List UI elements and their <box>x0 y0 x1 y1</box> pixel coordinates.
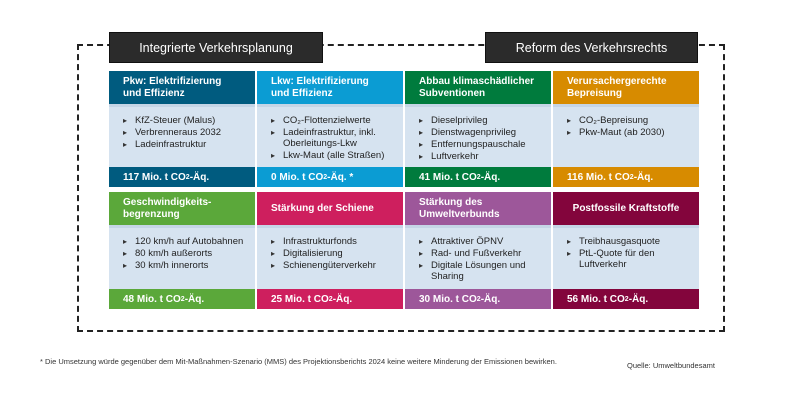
measure-list: CO₂-Bepreisung Pkw-Maut (ab 2030) <box>567 115 689 138</box>
list-item: Entfernungspauschale <box>419 139 541 150</box>
card-title: Stärkung des Umweltverbunds <box>405 192 551 225</box>
list-item: Digitalisierung <box>271 248 393 259</box>
list-item: Ladeinfrastruktur, inkl. Oberleitungs-Lk… <box>271 127 393 149</box>
list-item: Attraktiver ÖPNV <box>419 236 541 247</box>
card-bepreisung: Verursachergerechte Bepreisung CO₂-Bepre… <box>553 71 699 187</box>
list-item: Lkw-Maut (alle Straßen) <box>271 150 393 161</box>
group-header-reform-verkehrsrecht: Reform des Verkehrsrechts <box>485 32 698 63</box>
measure-list: Dieselprivileg Dienstwagenprivileg Entfe… <box>419 115 541 162</box>
list-item: Infrastrukturfonds <box>271 236 393 247</box>
card-subventionen: Abbau klimaschädlicher Subventionen Dies… <box>405 71 551 187</box>
footnote: * Die Umsetzung würde gegenüber dem Mit-… <box>40 357 557 366</box>
card-postfossil: Postfossile Kraftstoffe Treibhausgasquot… <box>553 192 699 309</box>
card-title: Abbau klimaschädlicher Subventionen <box>405 71 551 104</box>
card-value: 25 Mio. t CO 2 -Äq. <box>257 289 403 309</box>
card-schiene: Stärkung der Schiene Infrastrukturfonds … <box>257 192 403 309</box>
list-item: CO₂-Bepreisung <box>567 115 689 126</box>
card-body: Attraktiver ÖPNV Rad- und Fußverkehr Dig… <box>405 225 551 289</box>
list-item: Dienstwagenprivileg <box>419 127 541 138</box>
list-item: Pkw-Maut (ab 2030) <box>567 127 689 138</box>
list-item: Treibhausgasquote <box>567 236 689 247</box>
card-umweltverbund: Stärkung des Umweltverbunds Attraktiver … <box>405 192 551 309</box>
card-value: 116 Mio. t CO 2 -Äq. <box>553 167 699 187</box>
measure-list: 120 km/h auf Autobahnen 80 km/h außerort… <box>123 236 245 271</box>
list-item: CO₂-Flottenzielwerte <box>271 115 393 126</box>
card-title: Stärkung der Schiene <box>257 192 403 225</box>
card-title: Geschwindigkeits-begrenzung <box>109 192 255 225</box>
card-value: 30 Mio. t CO 2 -Äq. <box>405 289 551 309</box>
card-lkw: Lkw: Elektrifizierung und Effizienz CO₂-… <box>257 71 403 187</box>
card-title: Postfossile Kraftstoffe <box>553 192 699 225</box>
dashed-group-frame <box>77 44 725 332</box>
measure-list: Treibhausgasquote PtL-Quote für den Luft… <box>567 236 689 270</box>
list-item: Rad- und Fußverkehr <box>419 248 541 259</box>
card-value: 41 Mio. t CO 2 -Äq. <box>405 167 551 187</box>
list-item: KfZ-Steuer (Malus) <box>123 115 245 126</box>
card-body: CO₂-Bepreisung Pkw-Maut (ab 2030) <box>553 104 699 167</box>
card-geschwindigkeit: Geschwindigkeits-begrenzung 120 km/h auf… <box>109 192 255 309</box>
group-header-label: Reform des Verkehrsrechts <box>515 40 668 55</box>
card-title: Lkw: Elektrifizierung und Effizienz <box>257 71 403 104</box>
list-item: Digitale Lösungen und Sharing <box>419 260 541 282</box>
measure-list: Infrastrukturfonds Digitalisierung Schie… <box>271 236 393 271</box>
source-label: Quelle: Umweltbundesamt <box>627 361 715 370</box>
list-item: PtL-Quote für den Luftverkehr <box>567 248 689 270</box>
list-item: Ladeinfrastruktur <box>123 139 245 150</box>
list-item: Luftverkehr <box>419 151 541 162</box>
card-body: Infrastrukturfonds Digitalisierung Schie… <box>257 225 403 289</box>
group-header-label: Integrierte Verkehrsplanung <box>139 40 293 55</box>
list-item: 120 km/h auf Autobahnen <box>123 236 245 247</box>
card-value: 0 Mio. t CO 2 -Äq. * <box>257 167 403 187</box>
list-item: Verbrenneraus 2032 <box>123 127 245 138</box>
list-item: 80 km/h außerorts <box>123 248 245 259</box>
card-body: KfZ-Steuer (Malus) Verbrenneraus 2032 La… <box>109 104 255 167</box>
measure-list: Attraktiver ÖPNV Rad- und Fußverkehr Dig… <box>419 236 541 282</box>
list-item: Dieselprivileg <box>419 115 541 126</box>
card-body: 120 km/h auf Autobahnen 80 km/h außerort… <box>109 225 255 289</box>
card-value: 117 Mio. t CO 2 -Äq. <box>109 167 255 187</box>
measure-list: KfZ-Steuer (Malus) Verbrenneraus 2032 La… <box>123 115 245 150</box>
card-value: 56 Mio. t CO 2 -Äq. <box>553 289 699 309</box>
card-value: 48 Mio. t CO 2 -Äq. <box>109 289 255 309</box>
card-body: Treibhausgasquote PtL-Quote für den Luft… <box>553 225 699 289</box>
card-title: Pkw: Elektrifizierung und Effizienz <box>109 71 255 104</box>
list-item: Schienengüterverkehr <box>271 260 393 271</box>
card-body: Dieselprivileg Dienstwagenprivileg Entfe… <box>405 104 551 167</box>
group-header-integrierte-verkehrsplanung: Integrierte Verkehrsplanung <box>109 32 323 63</box>
card-body: CO₂-Flottenzielwerte Ladeinfrastruktur, … <box>257 104 403 167</box>
list-item: 30 km/h innerorts <box>123 260 245 271</box>
measure-list: CO₂-Flottenzielwerte Ladeinfrastruktur, … <box>271 115 393 161</box>
card-pkw: Pkw: Elektrifizierung und Effizienz KfZ-… <box>109 71 255 187</box>
card-title: Verursachergerechte Bepreisung <box>553 71 699 104</box>
